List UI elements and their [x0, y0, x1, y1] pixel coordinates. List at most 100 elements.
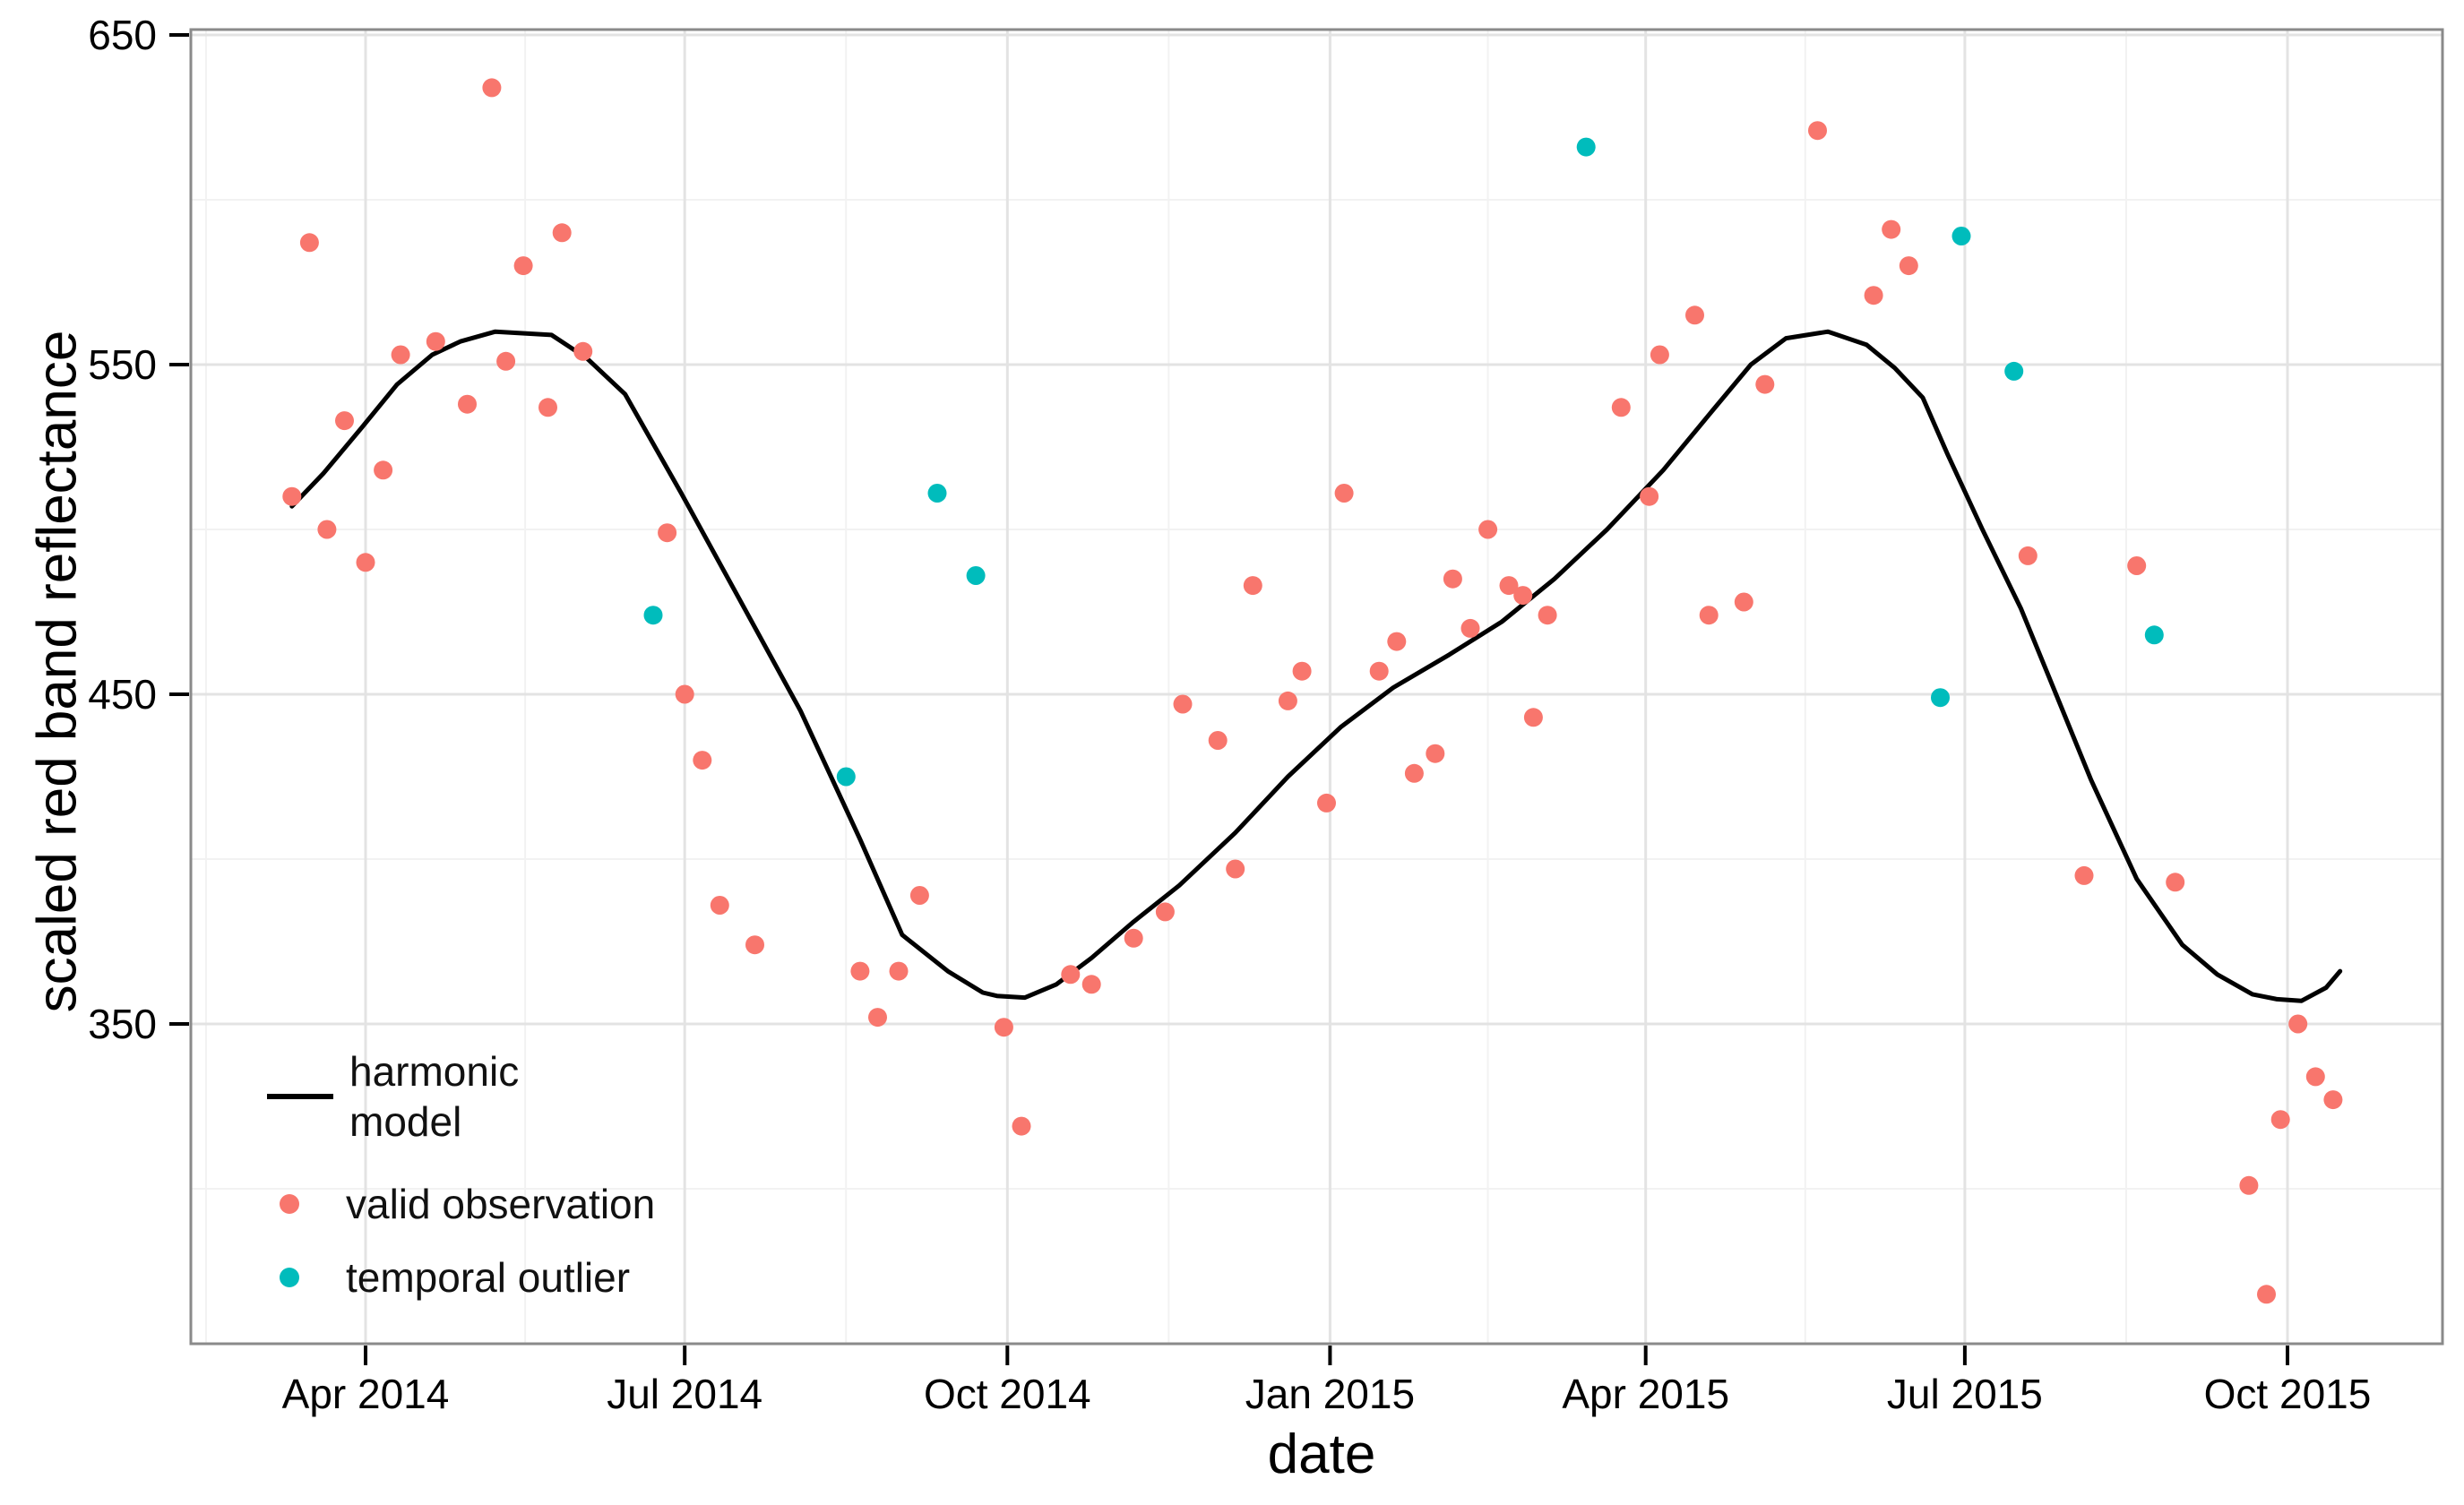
- valid-observation-point: [745, 935, 764, 955]
- temporal-outlier-point: [1951, 227, 1971, 245]
- valid-observation-point: [1443, 569, 1462, 589]
- valid-observation-point: [282, 486, 302, 506]
- legend-label-valid-observation: valid observation: [346, 1181, 656, 1227]
- grid-minor: [191, 30, 2442, 1344]
- valid-observation-point: [1226, 859, 1245, 879]
- valid-observation-point: [1317, 793, 1336, 813]
- valid-observation-point: [1538, 606, 1557, 625]
- valid-observation-point: [391, 345, 410, 365]
- valid-observation-point: [1640, 486, 1659, 506]
- valid-observation-point: [496, 351, 516, 371]
- valid-observation-point: [1155, 902, 1175, 922]
- valid-observation-point: [299, 233, 319, 253]
- valid-observation-point: [2166, 873, 2185, 892]
- valid-observation-point: [1243, 576, 1262, 596]
- x-tick-label: Oct 2014: [924, 1371, 1091, 1417]
- valid-observation-point: [1208, 731, 1228, 750]
- valid-observation-point: [675, 684, 694, 704]
- valid-observation-point: [1513, 586, 1533, 606]
- valid-observation-point: [356, 553, 375, 572]
- valid-observation-point: [1611, 398, 1631, 417]
- valid-observation-point: [1734, 592, 1753, 612]
- valid-observation-point: [994, 1018, 1013, 1037]
- valid-observation-point: [1864, 286, 1883, 305]
- valid-observation-point: [1061, 965, 1081, 985]
- y-axis-title: scaled red band reflectance: [26, 330, 89, 1013]
- panel-background: [191, 30, 2442, 1344]
- axis-ticks: [169, 33, 2289, 1365]
- valid-observation-point: [1499, 576, 1519, 596]
- valid-observation-point: [1334, 484, 1354, 503]
- valid-observation-point: [1699, 606, 1719, 625]
- valid-observation-point: [1387, 632, 1407, 651]
- y-tick-label: 550: [88, 341, 157, 388]
- temporal-outlier-point: [2144, 625, 2164, 645]
- valid-observation-point: [710, 896, 729, 915]
- x-tick-label: Jan 2015: [1245, 1371, 1415, 1417]
- valid-observation-point: [2305, 1067, 2325, 1087]
- valid-observation-point: [1523, 708, 1543, 727]
- harmonic-model-path: [289, 329, 2343, 1003]
- valid-observation-point: [1369, 661, 1389, 681]
- valid-observation-point: [2270, 1110, 2290, 1130]
- temporal-outlier-points: [643, 137, 2164, 787]
- valid-observation-point: [693, 751, 712, 770]
- y-tick-label: 650: [88, 12, 157, 58]
- valid-observation-point: [513, 256, 533, 276]
- valid-observation-point: [1650, 345, 1669, 365]
- y-tick-label: 350: [88, 1001, 157, 1047]
- x-tick-label: Jul 2014: [607, 1371, 762, 1417]
- valid-observation-point: [1292, 661, 1312, 681]
- valid-observation-point: [868, 1008, 887, 1028]
- valid-observation-point: [1012, 1116, 1031, 1136]
- valid-observation-point: [1882, 219, 1901, 239]
- legend-item-harmonic-model: harmonic model: [267, 1046, 519, 1147]
- valid-observation-point: [1278, 691, 1297, 710]
- valid-observation-point: [1081, 975, 1101, 994]
- x-tick-label: Apr 2014: [282, 1371, 450, 1417]
- valid-observation-point: [458, 394, 477, 414]
- valid-observation-point: [2074, 865, 2094, 885]
- temporal-outlier-point: [2004, 361, 2024, 381]
- valid-observation-point: [889, 961, 909, 981]
- valid-observation-point: [2323, 1090, 2343, 1110]
- valid-observation-point: [1426, 744, 1445, 763]
- valid-observation-point: [317, 520, 337, 539]
- valid-observation-points: [282, 78, 2343, 1304]
- x-tick-label: Oct 2015: [2204, 1371, 2372, 1417]
- valid-observation-point: [850, 961, 870, 981]
- valid-observation-swatch: [280, 1194, 299, 1214]
- axis-tick-labels: Apr 2014 Jul 2014 Oct 2014 Jan 2015 Apr 2015…: [88, 12, 2371, 1417]
- temporal-outlier-swatch: [280, 1268, 299, 1287]
- valid-observation-point: [2018, 546, 2038, 565]
- valid-observation-point: [1808, 121, 1827, 141]
- temporal-outlier-point: [927, 484, 947, 503]
- valid-observation-point: [1173, 694, 1193, 714]
- valid-observation-point: [1755, 374, 1775, 394]
- valid-observation-point: [2288, 1014, 2308, 1034]
- valid-observation-point: [2257, 1285, 2276, 1304]
- grid-major: [191, 30, 2442, 1344]
- valid-observation-point: [2127, 556, 2147, 575]
- temporal-outlier-point: [1931, 688, 1950, 708]
- valid-observation-point: [573, 341, 593, 361]
- valid-observation-point: [1899, 256, 1918, 276]
- legend-item-valid-observation: valid observation: [267, 1179, 655, 1229]
- valid-observation-point: [2239, 1175, 2259, 1195]
- x-axis-title: date: [1267, 1423, 1376, 1485]
- harmonic-model-swatch: [267, 1094, 333, 1099]
- valid-observation-point: [658, 523, 677, 543]
- valid-observation-point: [1478, 520, 1498, 539]
- valid-observation-point: [374, 460, 393, 480]
- valid-observation-point: [1124, 928, 1143, 948]
- valid-observation-point: [538, 398, 557, 417]
- valid-observation-point: [909, 886, 929, 905]
- valid-observation-point: [1685, 305, 1704, 325]
- valid-observation-point: [426, 331, 445, 351]
- valid-observation-point: [482, 78, 502, 98]
- valid-observation-point: [335, 411, 354, 431]
- y-tick-label: 450: [88, 671, 157, 718]
- harmonic-model-line: [289, 329, 2343, 1003]
